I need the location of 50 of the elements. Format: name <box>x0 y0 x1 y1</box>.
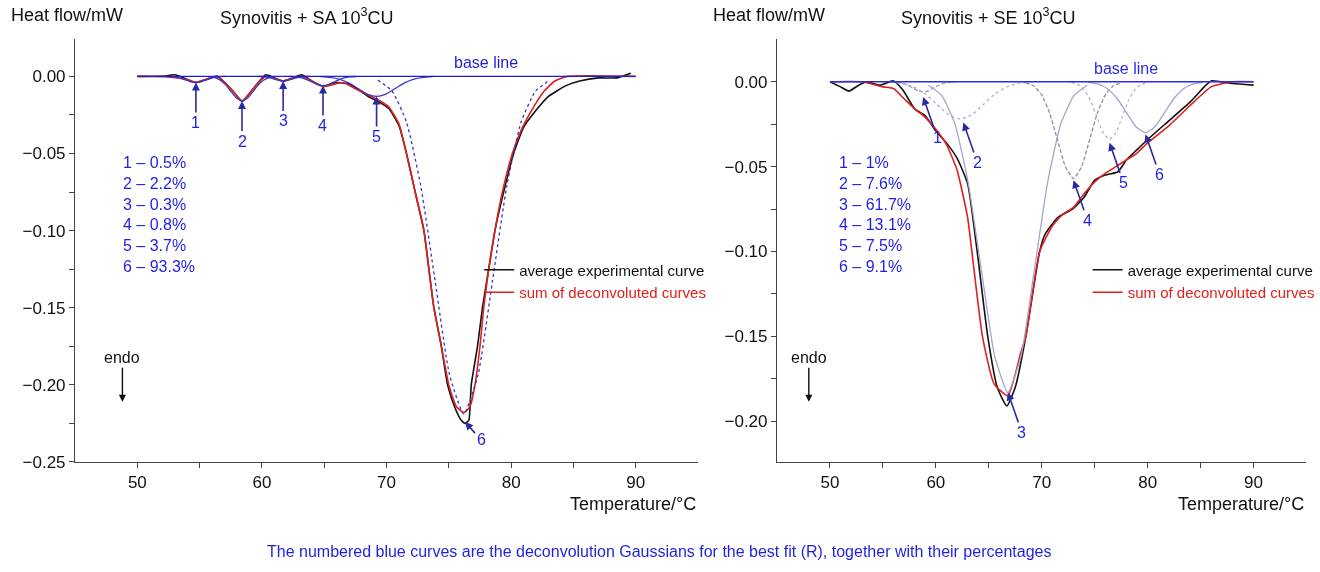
x-tick-label: 90 <box>626 473 646 493</box>
text: The numbered blue curves are the deconvolution Gaussians for the best fit (R), together with their percentages <box>267 543 1052 560</box>
annotation: endo <box>791 349 827 366</box>
annotation: 1 – 1% 2 – 7.6% 3 – 61.7% 4 – 13.1% 5 – 7.5% 6 – 9.1% <box>839 154 912 275</box>
chart-title: Synovitis + SA 10$^{3}$CU <box>220 5 394 28</box>
x-tick-label: 50 <box>820 473 840 493</box>
annotation: 5 <box>372 128 381 145</box>
x-tick-label: 70 <box>1032 473 1052 493</box>
legend-label: sum of deconvoluted curves <box>1127 284 1315 302</box>
annotation: 1 – 0.5% 2 – 2.2% 3 – 0.3% 4 – 0.8% 5 – 3.7% 6 – 93.3% <box>123 154 196 275</box>
y-tick-label: 0.00 <box>32 67 66 87</box>
legend-label: average experimental curve <box>1127 261 1313 279</box>
x-tick-label: 80 <box>1138 473 1158 493</box>
y-tick-label: −0.10 <box>724 242 768 262</box>
y-tick-label: −0.05 <box>22 144 66 164</box>
legend-label: average experimental curve <box>519 261 705 279</box>
y-tick-label: −0.25 <box>22 452 66 472</box>
ref-line-label: base line <box>1094 60 1159 77</box>
y-tick-label: 0.00 <box>734 72 768 92</box>
x-axis-title: Temperature/°C <box>1178 494 1305 514</box>
x-tick-label: 60 <box>252 473 272 493</box>
annotation: 4 <box>1083 212 1092 229</box>
x-tick-label: 70 <box>377 473 396 493</box>
y-tick-label: −0.20 <box>724 412 768 432</box>
annotation: 1 <box>933 129 942 146</box>
y-tick-label: −0.20 <box>22 375 66 395</box>
annotation: 2 <box>238 133 247 150</box>
annotation: 1 <box>191 114 200 131</box>
y-tick-label: −0.15 <box>22 298 66 318</box>
x-tick-label: 50 <box>127 473 147 493</box>
annotation: 5 <box>1119 174 1128 191</box>
annotation: 3 <box>279 112 288 129</box>
x-tick-label: 60 <box>926 473 946 493</box>
annotation: endo <box>104 349 140 366</box>
x-tick-label: 90 <box>1244 473 1263 493</box>
y-axis-title: Heat flow/mW <box>11 5 124 25</box>
legend-label: sum of deconvoluted curves <box>519 284 706 302</box>
y-tick-label: −0.15 <box>724 327 768 347</box>
annotation: 3 <box>1017 424 1026 441</box>
y-axis-title: Heat flow/mW <box>713 5 826 25</box>
annotation: 2 <box>973 154 982 171</box>
chart-title: Synovitis + SE 10$^{3}$CU <box>901 5 1076 28</box>
ref-line-label: base line <box>454 54 519 71</box>
annotation: 6 <box>477 431 486 448</box>
y-tick-label: −0.10 <box>22 221 66 241</box>
x-tick-label: 80 <box>501 473 521 493</box>
annotation: 6 <box>1155 166 1164 183</box>
x-axis-title: Temperature/°C <box>570 494 697 514</box>
y-tick-label: −0.05 <box>724 157 768 177</box>
annotation: 4 <box>318 117 327 134</box>
